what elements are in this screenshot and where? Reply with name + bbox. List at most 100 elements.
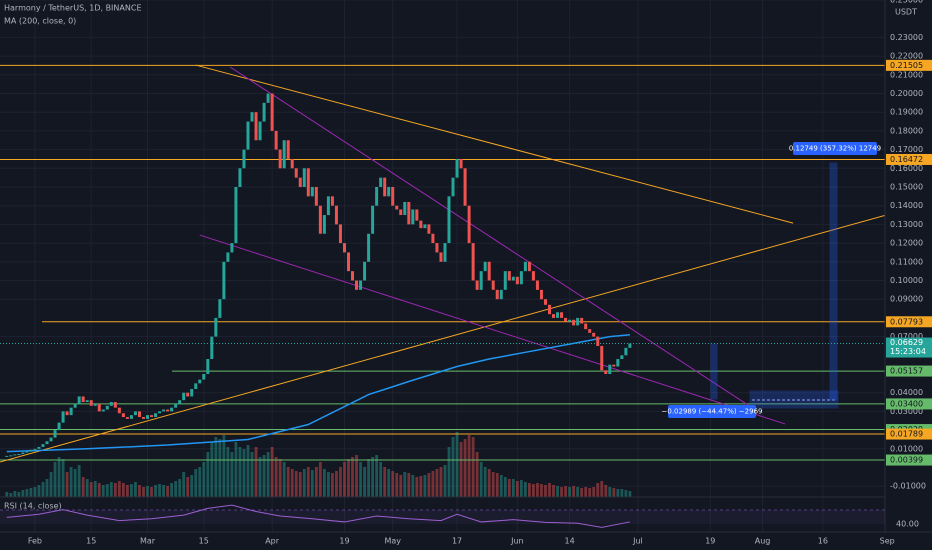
plot: 0.12749 (357.32%) 12749 −0.02989 (−44.47%…: [0, 64, 891, 463]
candle: [471, 243, 475, 281]
volume-bar: [238, 447, 242, 497]
candle: [334, 205, 338, 225]
volume-bar: [17, 492, 21, 497]
volume-bar: [53, 462, 57, 497]
candle: [282, 140, 286, 169]
x-tick-label: Sep: [880, 537, 895, 546]
volume-bar: [471, 437, 475, 497]
volume-bar: [270, 447, 274, 497]
volume-bar: [282, 462, 286, 497]
candle: [527, 261, 531, 272]
volume-bar: [455, 432, 459, 497]
level-label-bg: [886, 153, 932, 165]
candle: [109, 402, 113, 406]
volume-bar: [166, 486, 169, 497]
candle: [584, 323, 588, 330]
candle: [190, 388, 194, 397]
candle: [85, 400, 89, 403]
level-label: 0.03400: [890, 399, 923, 408]
y-tick-label: 0.10000: [890, 276, 923, 285]
volume-bar: [351, 457, 354, 497]
candle: [375, 187, 379, 206]
volume-bar: [25, 489, 29, 497]
volume-bar: [451, 437, 455, 497]
volume-bar: [363, 467, 366, 497]
candle: [511, 276, 515, 281]
candle: [479, 271, 483, 290]
volume-bar: [174, 481, 178, 497]
candle: [411, 209, 415, 225]
candle: [101, 409, 105, 412]
candle: [121, 413, 125, 418]
volume-bar: [306, 467, 310, 497]
candle: [154, 413, 158, 418]
candle: [447, 196, 451, 244]
x-tick-label: 15: [86, 537, 96, 546]
trend-line: [199, 234, 786, 425]
volume-bar: [347, 459, 350, 497]
price-axis: [885, 0, 932, 550]
volume-bar: [515, 481, 519, 497]
volume-bar: [190, 475, 194, 497]
y-tick-label: 0.11000: [890, 257, 923, 266]
candle: [367, 233, 371, 262]
volume-bar: [483, 467, 487, 497]
volume-bar: [302, 469, 306, 497]
volume-bar: [126, 485, 129, 497]
candle: [246, 121, 250, 150]
candle: [302, 168, 306, 187]
x-tick-label: May: [384, 537, 401, 546]
volume-bar: [5, 492, 9, 497]
candle: [230, 243, 234, 253]
volume-bar: [568, 487, 571, 497]
candle: [49, 437, 53, 442]
candle: [69, 407, 73, 416]
volume-bar: [274, 457, 278, 497]
y-tick-label: 0.16000: [890, 164, 923, 173]
level-label: 0.00399: [890, 456, 923, 465]
volume-bar: [564, 486, 567, 497]
rsi-band: [0, 510, 885, 524]
candle: [57, 422, 61, 431]
volume-bar: [608, 487, 612, 497]
volume-bar: [604, 485, 608, 497]
y-tick-label: 0.03000: [890, 407, 923, 416]
axes: 0.25000 0.23000 0.22000 0.21000 0.20000 0.190…: [28, 0, 926, 546]
candle: [439, 252, 443, 262]
volume-bar: [576, 487, 580, 497]
level-label: 0.05157: [890, 367, 923, 376]
candle: [77, 396, 81, 404]
candle: [427, 224, 431, 234]
volume-bar: [459, 442, 463, 497]
candle: [419, 220, 423, 229]
candle: [278, 149, 282, 169]
volume-bar: [528, 483, 531, 497]
volume-bar: [322, 469, 326, 497]
level-label: 0.07793: [890, 317, 923, 326]
candle: [194, 383, 198, 389]
volume-bar: [548, 483, 551, 497]
candle: [487, 261, 491, 281]
volume-bar: [519, 480, 523, 497]
volume-bar: [327, 472, 330, 497]
volume-bar: [154, 485, 157, 497]
volume-bar: [331, 473, 334, 497]
candle: [371, 205, 375, 234]
volume-bar: [109, 482, 113, 497]
volume-bar: [69, 467, 73, 497]
volume-bar: [612, 488, 616, 497]
indicator-label: MA (200, close, 0): [4, 17, 76, 26]
volume-bar: [423, 475, 427, 497]
candle: [407, 201, 411, 225]
rsi-label: RSI (14, close): [4, 502, 62, 511]
candle: [150, 415, 154, 418]
candle: [254, 112, 258, 141]
candle: [250, 112, 254, 122]
candle: [222, 261, 226, 300]
candle: [342, 243, 346, 253]
volume-bar: [523, 482, 527, 497]
volume-bar: [536, 483, 539, 497]
candle: [608, 364, 612, 374]
candle: [612, 364, 616, 367]
candle: [5, 455, 9, 457]
